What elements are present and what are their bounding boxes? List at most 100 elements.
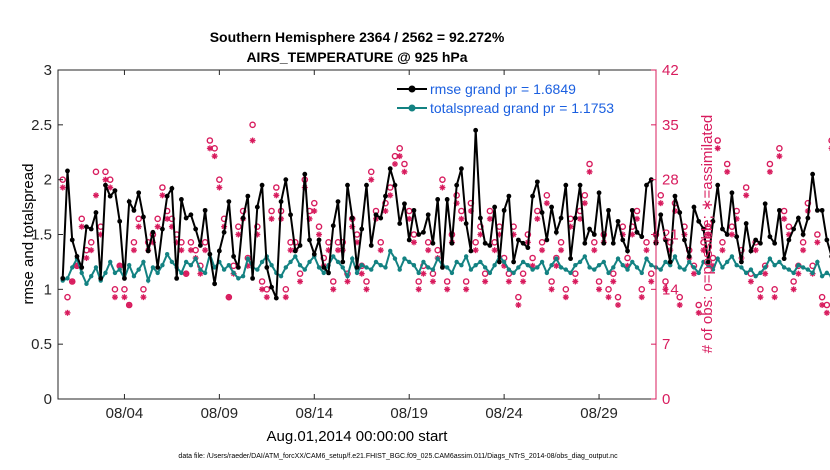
totalspread-point <box>677 265 682 270</box>
obs-assimilated-marker <box>216 184 223 191</box>
rmse-point <box>800 232 806 237</box>
obs-possible-marker <box>401 160 408 168</box>
obs-assimilated-marker <box>130 247 137 254</box>
obs-assimilated-marker <box>776 153 783 160</box>
rmse-point <box>701 226 706 232</box>
totalspread-point <box>231 270 236 276</box>
totalspread-point <box>539 259 545 265</box>
rmse-point <box>644 182 649 188</box>
obs-possible-marker <box>557 239 565 246</box>
obs-possible-marker <box>529 254 536 262</box>
totalspread-point <box>687 259 692 265</box>
totalspread-point <box>729 254 735 259</box>
totalspread-point <box>383 265 388 270</box>
y-left-tick-label: 3 <box>44 62 52 79</box>
totalspread-point <box>615 256 621 261</box>
obs-assimilated-marker <box>92 192 99 199</box>
totalspread-point <box>592 267 597 272</box>
totalspread-point <box>767 256 773 261</box>
rmse-point <box>691 204 697 210</box>
totalspread-point <box>620 263 625 268</box>
obs-assimilated-marker <box>586 168 593 175</box>
y-axis-left: 0 0.5 1 1.5 2 2.5 3 <box>31 62 63 408</box>
totalspread-point <box>240 273 246 279</box>
obs-assimilated-marker <box>263 294 270 301</box>
obs-possible-marker <box>728 223 736 230</box>
obs-assimilated-marker <box>634 215 641 222</box>
rmse-point <box>141 214 146 220</box>
obs-assimilated-marker <box>657 200 664 207</box>
rmse-point <box>710 218 716 224</box>
totalspread-point <box>302 267 307 272</box>
rmse-point <box>463 221 469 226</box>
legend-rmse-label: rmse grand pr = 1.6849 <box>430 81 576 97</box>
rmse-point <box>117 218 123 224</box>
rmse-point <box>620 237 626 243</box>
obs-possible-marker <box>647 270 655 277</box>
obs-possible-marker <box>595 278 603 285</box>
obs-assimilated-marker <box>225 294 232 301</box>
totalspread-point <box>715 256 720 261</box>
obs-assimilated-marker <box>344 278 351 285</box>
obs-assimilated-marker <box>752 247 759 254</box>
obs-possible-marker <box>695 301 703 309</box>
totalspread-point <box>530 267 535 272</box>
rmse-point <box>520 240 526 246</box>
obs-assimilated-marker <box>615 302 622 308</box>
rmse-point <box>150 229 156 235</box>
totalspread-point <box>501 259 507 265</box>
obs-possible-marker <box>367 168 375 176</box>
obs-assimilated-marker <box>543 200 550 207</box>
obs-possible-marker <box>780 207 788 215</box>
rmse-point <box>549 204 554 210</box>
obs-assimilated-marker <box>472 247 479 254</box>
data-file-footer: data file: /Users/raeder/DAI/ATM_forcXX/… <box>178 453 618 460</box>
obs-possible-marker <box>709 254 717 262</box>
rmse-point <box>273 295 279 301</box>
obs-possible-marker <box>135 215 142 223</box>
obs-possible-marker <box>657 192 665 199</box>
obs-possible-marker <box>87 239 95 246</box>
obs-possible-marker <box>458 207 465 215</box>
obs-possible-marker <box>268 207 275 215</box>
obs-assimilated-marker <box>505 278 512 285</box>
obs-assimilated-marker <box>548 286 555 293</box>
obs-possible-marker <box>439 176 446 183</box>
obs-assimilated-marker <box>444 286 451 293</box>
obs-possible-marker <box>472 239 479 246</box>
obs-assimilated-marker <box>676 302 683 308</box>
obs-assimilated-marker <box>140 294 147 301</box>
totalspread-point <box>696 270 701 276</box>
rmse-point <box>435 197 441 202</box>
totalspread-point <box>103 270 108 276</box>
rmse-point <box>530 193 536 199</box>
obs-possible-marker <box>638 286 646 293</box>
rmse-point <box>663 237 668 243</box>
rmse-point <box>762 201 768 207</box>
obs-possible-marker <box>799 239 807 246</box>
totalspread-point <box>84 281 89 287</box>
obs-assimilated-marker <box>358 270 365 277</box>
rmse-point <box>639 234 645 240</box>
obs-assimilated-marker <box>183 270 190 277</box>
rmse-point <box>197 243 203 248</box>
totalspread-point <box>606 270 611 276</box>
totalspread-point <box>558 265 564 270</box>
obs-possible-marker <box>78 215 86 223</box>
obs-assimilated-marker <box>491 247 498 254</box>
obs-possible-marker <box>548 278 555 285</box>
totalspread-point <box>411 263 417 268</box>
obs-possible-marker <box>714 137 721 144</box>
obs-possible-marker <box>339 239 347 246</box>
totalspread-point <box>226 263 232 268</box>
obs-assimilated-marker <box>572 278 579 285</box>
totalspread-point <box>786 267 792 272</box>
obs-assimilated-marker <box>771 294 778 301</box>
totalspread-point <box>478 259 483 265</box>
obs-possible-marker <box>296 270 304 277</box>
x-axis-label: Aug.01,2014 00:00:00 start <box>267 428 449 445</box>
rmse-point <box>558 215 564 221</box>
rmse-series <box>60 127 830 301</box>
y-axis-label-left: rmse and totalspread <box>20 164 37 305</box>
